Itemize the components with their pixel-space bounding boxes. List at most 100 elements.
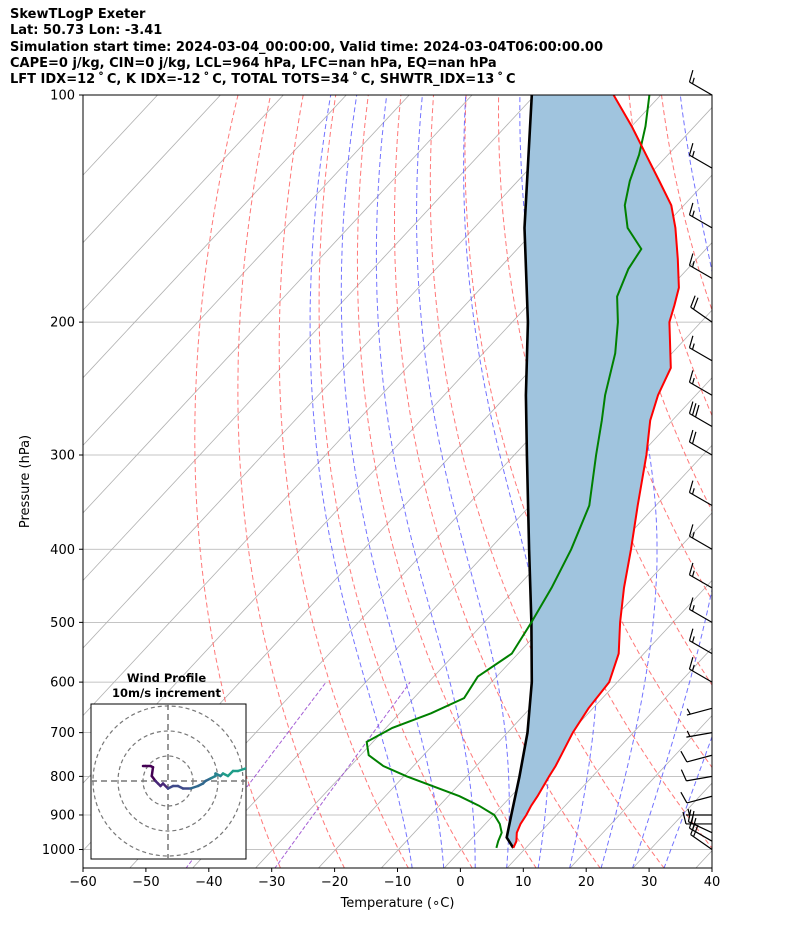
wind-barb <box>688 335 713 362</box>
y-tick-label: 500 <box>50 616 75 631</box>
dry-adiabat-line <box>278 95 409 868</box>
wind-barb <box>688 480 713 507</box>
barb-feather <box>688 628 694 641</box>
barb-feather <box>688 69 694 83</box>
x-tick-label: −30 <box>258 875 285 890</box>
wind-barb <box>688 429 713 456</box>
barb-shaft <box>689 608 713 623</box>
isotherm-line <box>83 95 536 582</box>
barb-shaft <box>689 81 713 96</box>
barb-half-feather <box>691 210 695 217</box>
hodograph-ring <box>117 730 219 832</box>
x-tick-label: 10 <box>515 875 532 890</box>
y-tick-label: 1000 <box>42 843 75 858</box>
wind-barb <box>688 370 713 396</box>
x-tick-label: −60 <box>69 875 96 890</box>
profile-layer <box>365 95 680 849</box>
wind-barb <box>680 791 713 804</box>
isotherm-line <box>83 95 599 649</box>
barb-feather <box>688 597 694 610</box>
hodograph-segment <box>276 759 284 762</box>
title-line-4: CAPE=0 j/kg, CIN=0 j/kg, LCL=964 hPa, LF… <box>10 55 497 71</box>
wind-barb <box>688 69 713 96</box>
barb-feather <box>691 431 697 444</box>
title-line-2: Lat: 50.73 Lon: -3.41 <box>10 23 163 39</box>
x-tick-label: −40 <box>195 875 222 890</box>
barb-shaft <box>686 707 713 716</box>
barb-half-feather <box>691 570 695 577</box>
barb-feather <box>690 295 696 308</box>
barb-half-feather <box>691 531 695 539</box>
dry-adiabat-line <box>595 95 712 512</box>
barb-feather <box>688 562 694 576</box>
wind-barb <box>688 657 713 683</box>
barb-feather <box>688 143 694 156</box>
wind-barb <box>688 253 713 279</box>
barb-half-feather <box>687 808 691 816</box>
title-line-3: Simulation start time: 2024-03-04_00:00:… <box>10 39 603 55</box>
isotherm-line <box>569 714 712 868</box>
hodograph-segment <box>278 759 283 762</box>
barb-shaft <box>689 154 713 169</box>
isotherm-line <box>506 647 712 868</box>
x-tick-label: 20 <box>578 875 595 890</box>
wind-barb <box>686 808 712 816</box>
isotherm-line <box>129 242 712 868</box>
barb-shaft <box>689 381 713 396</box>
barb-feather <box>680 750 688 763</box>
y-tick-label: 200 <box>50 316 75 331</box>
mixing-ratio-line <box>274 681 411 868</box>
barb-feather <box>688 370 694 383</box>
barb-feather <box>688 253 694 266</box>
dewpoint-line <box>365 95 651 849</box>
y-tick-label: 700 <box>50 726 75 741</box>
wind-barb <box>688 562 713 589</box>
wind-barb <box>686 730 713 738</box>
y-tick-label: 100 <box>50 89 75 104</box>
figure-title: SkewTLogP Exeter Lat: 50.73 Lon: -3.41 S… <box>10 7 603 88</box>
barb-half-feather <box>686 708 691 715</box>
barb-feather <box>687 809 692 822</box>
moist-adiabat-line <box>375 95 476 868</box>
y-tick-label: 800 <box>50 770 75 785</box>
shaded-area <box>506 95 679 848</box>
hodograph-title: Wind Profile <box>127 671 207 685</box>
hodograph-segment <box>268 759 276 762</box>
cape-fill-layer <box>506 95 679 848</box>
barb-feather <box>688 202 694 216</box>
dry-adiabat-line <box>356 95 537 868</box>
wind-barb <box>688 143 713 169</box>
moist-adiabat-line <box>309 95 413 868</box>
barb-shaft <box>689 535 713 550</box>
wind-barb <box>680 769 713 782</box>
barb-half-feather <box>691 605 695 612</box>
title-line-1: SkewTLogP Exeter <box>10 7 146 22</box>
y-tick-label: 400 <box>50 543 75 558</box>
barb-shaft <box>689 347 713 362</box>
axes: −60 −50 −40 −30 −20 −10 0 10 20 30 40 1000 900 800 700… <box>18 89 720 912</box>
hodograph-segment <box>293 761 296 764</box>
y-axis-label: Pressure (hPa) <box>18 435 33 528</box>
isotherm-line <box>83 95 410 446</box>
barb-shaft <box>686 732 713 738</box>
barb-shaft <box>690 306 713 323</box>
x-tick-label: 40 <box>704 875 721 890</box>
barb-shaft <box>689 264 713 279</box>
x-tick-label: 30 <box>641 875 658 890</box>
moist-adiabat-line <box>416 95 510 868</box>
isotherm-line <box>83 95 347 379</box>
barb-half-feather <box>691 77 695 84</box>
x-axis-label: Temperature (∘C) <box>340 896 455 911</box>
barb-feather <box>688 657 694 670</box>
x-tick-label: 0 <box>456 875 464 890</box>
y-tick-label: 600 <box>50 676 75 691</box>
temperature-line <box>512 95 680 849</box>
title-line-5: LFT IDX=12 ˚ C, K IDX=-12 ˚ C, TOTAL TOT… <box>10 72 516 88</box>
wind-barb <box>688 401 713 427</box>
moist-adiabat-line <box>663 735 712 868</box>
barb-shaft <box>689 574 713 589</box>
wind-barb <box>688 628 713 655</box>
moist-adiabat-line <box>632 95 712 868</box>
barb-half-feather <box>691 343 695 350</box>
